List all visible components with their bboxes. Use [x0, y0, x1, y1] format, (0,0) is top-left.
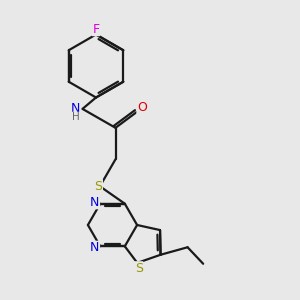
Text: F: F	[92, 22, 100, 36]
Text: N: N	[71, 101, 81, 115]
Text: H: H	[72, 112, 80, 122]
Text: N: N	[90, 241, 100, 254]
Text: N: N	[90, 196, 100, 209]
Text: O: O	[137, 101, 147, 114]
Text: S: S	[94, 180, 102, 193]
Text: S: S	[135, 262, 143, 275]
